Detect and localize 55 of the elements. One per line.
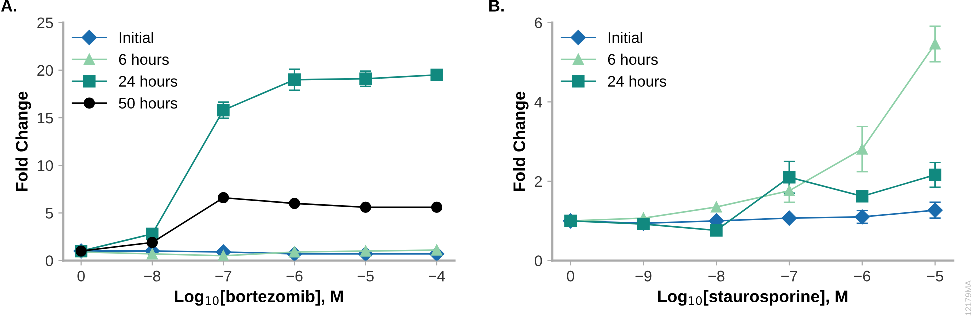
point xyxy=(288,74,301,86)
legend-label: Initial xyxy=(608,32,642,44)
x-tick-label: −5 xyxy=(927,271,944,282)
x-tick-label: −6 xyxy=(286,270,303,282)
point xyxy=(289,198,300,210)
point xyxy=(711,202,722,213)
point xyxy=(146,237,158,248)
legend-label: Initial xyxy=(120,32,154,44)
x-tick-label: 0 xyxy=(78,270,86,282)
point xyxy=(782,210,798,226)
x-tick-label: −7 xyxy=(782,271,798,282)
legend-label: 6 hours xyxy=(608,54,658,66)
point xyxy=(431,202,443,214)
chart-title: A. xyxy=(1,0,16,12)
y-axis-title: Fold Change xyxy=(16,92,32,192)
x-axis-title: Log$_{10}$[bortezomib], M xyxy=(175,290,344,306)
point xyxy=(217,104,230,117)
legend-label: 50 hours xyxy=(119,98,178,109)
point xyxy=(930,38,941,50)
y-tick-label: 15 xyxy=(38,113,54,124)
y-tick-label: 0 xyxy=(46,256,54,266)
x-axis-title: Log$_{10}$[staurosporine], M xyxy=(658,290,848,306)
y-tick-label: 6 xyxy=(535,18,542,29)
legend-label: 24 hours xyxy=(119,76,178,87)
y-tick-label: 10 xyxy=(38,160,54,172)
y-tick-label: 0 xyxy=(534,256,542,266)
x-tick-label: −6 xyxy=(854,270,870,282)
x-tick-label: −8 xyxy=(144,270,161,282)
y-axis-title: Fold Change xyxy=(513,92,529,192)
point xyxy=(856,144,868,155)
point xyxy=(784,185,796,197)
x-tick-label: 0 xyxy=(567,270,574,282)
point xyxy=(783,171,796,184)
legend-label: 6 hours xyxy=(119,54,169,66)
chart-title: B. xyxy=(490,0,504,12)
point xyxy=(710,224,723,237)
x-tick-label: −5 xyxy=(358,271,374,282)
y-tick-label: 4 xyxy=(534,97,542,108)
legend-label: 24 hours xyxy=(608,76,666,87)
x-tick-label: −7 xyxy=(216,271,232,282)
point xyxy=(856,190,869,203)
point xyxy=(218,192,230,204)
y-tick-label: 2 xyxy=(535,176,542,188)
x-tick-label: −4 xyxy=(429,271,446,282)
point xyxy=(637,218,650,231)
point xyxy=(146,248,158,260)
y-tick-label: 5 xyxy=(46,208,54,219)
y-tick-label: 25 xyxy=(38,18,54,29)
x-tick-label: −8 xyxy=(708,270,725,282)
point xyxy=(430,68,444,82)
point xyxy=(929,168,942,182)
x-tick-label: −9 xyxy=(636,270,652,282)
text: 12179MA xyxy=(966,280,972,316)
y-tick-label: 20 xyxy=(38,65,54,76)
point xyxy=(360,202,372,214)
